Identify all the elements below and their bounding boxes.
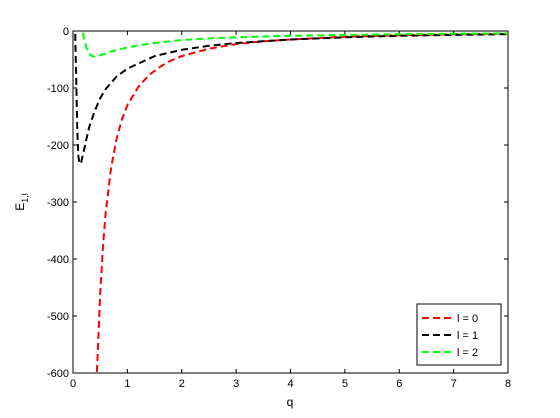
y-tick-label: -600 [47, 368, 69, 380]
x-tick-label: 3 [233, 378, 239, 390]
series-line-1 [74, 33, 508, 165]
y-tick-label: -300 [47, 197, 69, 209]
legend-box [416, 303, 502, 366]
x-tick-label: 4 [287, 378, 293, 390]
legend-label-0: l = 0 [457, 313, 478, 325]
y-tick-label: -200 [47, 140, 69, 152]
axis-tick-labels: 0 1 2 3 4 5 6 7 8 0 -100 -200 -300 -400 -500 -600 [47, 26, 511, 390]
x-tick-label: 5 [342, 378, 348, 390]
x-axis-label: q [287, 395, 294, 409]
legend: l = 0 l = 1 l = 2 [416, 303, 502, 366]
series-line-0 [95, 32, 508, 372]
series-line-2 [81, 32, 508, 58]
x-tick-label: 2 [179, 378, 185, 390]
y-tick-label: -400 [47, 254, 69, 266]
y-tick-label: -100 [47, 83, 69, 95]
y-tick-label: -500 [47, 311, 69, 323]
y-axis-label-main: E [13, 203, 27, 211]
legend-label-2: l = 2 [457, 347, 478, 359]
x-tick-label: 6 [396, 378, 402, 390]
series-layer [74, 32, 508, 372]
y-axis-label: E1,l [13, 193, 30, 211]
y-axis-label-sub: 1,l [20, 193, 30, 203]
legend-label-1: l = 1 [457, 330, 478, 342]
y-tick-label: 0 [63, 26, 69, 38]
x-tick-label: 1 [124, 378, 130, 390]
x-tick-label: 7 [451, 378, 457, 390]
x-tick-label: 8 [505, 378, 511, 390]
x-tick-label: 0 [70, 378, 76, 390]
